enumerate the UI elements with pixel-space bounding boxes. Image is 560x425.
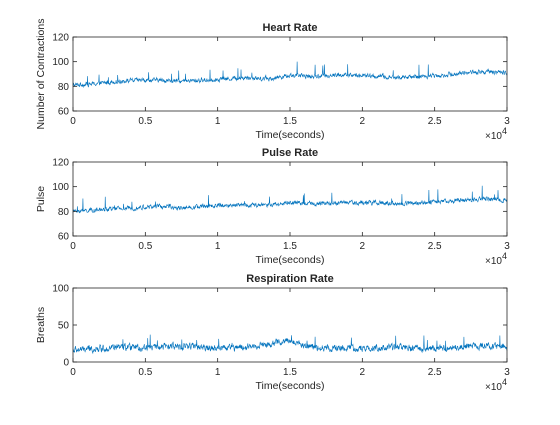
chart-title: Heart Rate xyxy=(262,22,317,34)
x-tick-label: 1 xyxy=(215,116,221,127)
x-tick-label: 2 xyxy=(360,367,366,378)
y-tick-label: 60 xyxy=(58,107,70,118)
subplot-3: 0 0.5 1 1.5 2 2.5 3 0 50 100 Respiration Rate Time(… xyxy=(35,273,510,393)
x-tick-label: 0.5 xyxy=(138,116,152,127)
x-axis-multiplier: ×104 xyxy=(485,251,507,267)
x-axis-multiplier: ×104 xyxy=(485,126,507,142)
x-axis-label: Time(seconds) xyxy=(255,380,324,392)
chart-title: Pulse Rate xyxy=(262,147,318,159)
subplot-1: 0 0.5 1 1.5 2 2.5 3 60 80 100 120 Heart Rate Time(se… xyxy=(35,19,510,142)
plot-area xyxy=(73,37,507,111)
subplot-2: 0 0.5 1 1.5 2 2.5 3 60 80 100 120 Pulse Rate Time(se… xyxy=(35,147,510,267)
series-line xyxy=(72,334,508,355)
x-tick-label: 0.5 xyxy=(138,367,152,378)
series-line xyxy=(72,185,508,214)
x-tick-label: 0 xyxy=(70,116,76,127)
plot-area xyxy=(73,288,507,362)
x-tick-label: 1.5 xyxy=(283,367,297,378)
x-tick-label: 0.5 xyxy=(138,241,152,252)
x-tick-label: 3 xyxy=(504,241,510,252)
x-tick-label: 2 xyxy=(360,241,366,252)
series-line xyxy=(72,61,508,89)
x-tick-label: 1 xyxy=(215,241,221,252)
x-tick-label: 0 xyxy=(70,241,76,252)
x-tick-label: 2.5 xyxy=(428,116,442,127)
x-tick-label: 1 xyxy=(215,367,221,378)
x-tick-label: 3 xyxy=(504,367,510,378)
y-axis-label: Breaths xyxy=(35,307,47,343)
y-tick-label: 50 xyxy=(58,321,70,332)
chart-title: Respiration Rate xyxy=(246,273,333,285)
plot-area xyxy=(73,162,507,236)
y-tick-label: 100 xyxy=(52,182,69,193)
y-tick-label: 100 xyxy=(52,284,69,295)
y-axis-label: Pulse xyxy=(35,186,47,212)
x-axis-label: Time(seconds) xyxy=(255,129,324,141)
x-tick-label: 3 xyxy=(504,116,510,127)
x-tick-label: 2.5 xyxy=(428,367,442,378)
x-tick-label: 1.5 xyxy=(283,241,297,252)
y-tick-label: 60 xyxy=(58,232,70,243)
x-tick-label: 0 xyxy=(70,367,76,378)
y-tick-label: 100 xyxy=(52,57,69,68)
y-tick-label: 0 xyxy=(63,358,69,369)
y-axis-label: Number of Contractions xyxy=(35,19,47,130)
y-tick-label: 120 xyxy=(52,158,69,169)
x-tick-label: 2.5 xyxy=(428,241,442,252)
y-tick-label: 80 xyxy=(58,207,70,218)
y-tick-label: 120 xyxy=(52,33,69,44)
x-axis-multiplier: ×104 xyxy=(485,377,507,393)
x-tick-label: 1.5 xyxy=(283,116,297,127)
y-tick-label: 80 xyxy=(58,82,70,93)
x-tick-label: 2 xyxy=(360,116,366,127)
x-axis-label: Time(seconds) xyxy=(255,254,324,266)
